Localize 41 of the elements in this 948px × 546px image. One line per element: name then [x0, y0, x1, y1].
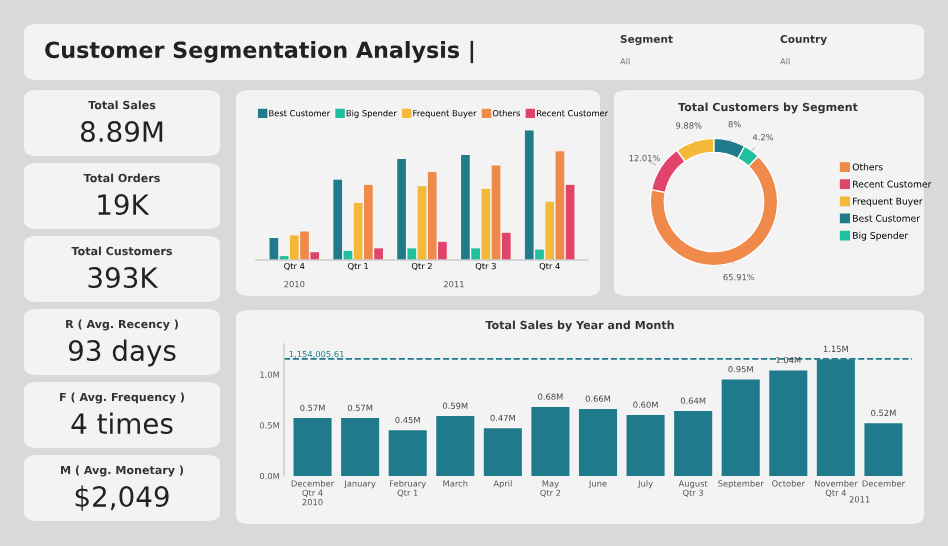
- bar: [535, 249, 544, 260]
- bar: [333, 179, 343, 260]
- text: $2,049: [75, 485, 169, 511]
- text: 4 times: [71, 412, 173, 435]
- bar: [397, 158, 406, 260]
- bar: [353, 203, 363, 260]
- text: 19K: [98, 194, 150, 216]
- bar: [374, 248, 383, 260]
- text: 393K: [88, 267, 159, 289]
- bar: [310, 252, 320, 260]
- bar: [293, 418, 332, 476]
- bar: [364, 184, 373, 260]
- bar: [555, 151, 565, 260]
- text: 93 days: [68, 339, 176, 367]
- bar: [289, 235, 299, 260]
- bar: [864, 423, 903, 476]
- bar: [565, 184, 575, 260]
- bar: [388, 430, 427, 476]
- bar: [545, 201, 555, 260]
- bar: [436, 416, 475, 476]
- bar: [769, 370, 808, 476]
- bar: [491, 165, 501, 260]
- bar: [300, 231, 309, 260]
- bar: [721, 379, 760, 476]
- bar: [438, 241, 447, 260]
- bar: [524, 130, 534, 260]
- bar: [461, 155, 470, 260]
- bar: [626, 415, 665, 476]
- bar: [481, 188, 491, 260]
- bar: [483, 428, 522, 476]
- bar: [531, 406, 570, 476]
- text: 8.89M: [80, 121, 163, 143]
- bar: [578, 408, 618, 476]
- bar: [407, 248, 417, 260]
- bar: [427, 171, 437, 260]
- bar: [417, 186, 427, 260]
- bar: [471, 248, 480, 260]
- bar: [674, 411, 713, 476]
- bar: [501, 232, 511, 260]
- text: Customer Segmentation Analysis |: [45, 40, 474, 64]
- bar: [341, 418, 380, 476]
